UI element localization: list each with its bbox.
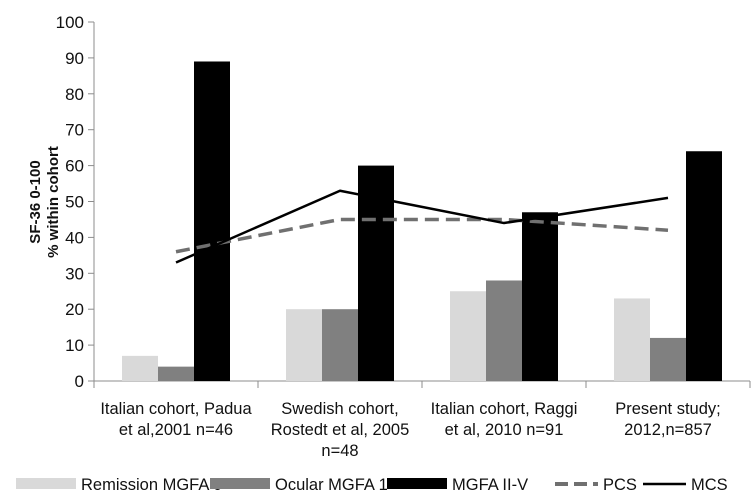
legend-label: MGFA II-V bbox=[452, 476, 528, 494]
bars bbox=[122, 61, 722, 382]
legend-swatch bbox=[210, 478, 270, 489]
category-label-line: et al,2001 n=46 bbox=[119, 421, 233, 439]
legend-label: Remission MGFA 0 bbox=[81, 476, 222, 494]
bar bbox=[650, 337, 686, 381]
y-tick-label: 80 bbox=[65, 85, 84, 104]
y-tick-label: 90 bbox=[65, 49, 84, 68]
bar bbox=[686, 151, 722, 381]
y-tick-label: 70 bbox=[65, 121, 84, 140]
y-tick-label: 40 bbox=[65, 228, 84, 247]
category-label-line: Italian cohort, Padua bbox=[100, 400, 252, 418]
legend-label: Ocular MGFA 1 bbox=[275, 476, 388, 494]
category-label-line: et al, 2010 n=91 bbox=[445, 421, 564, 439]
category-label: Italian cohort, Raggi et al, 2010 n=91 bbox=[431, 400, 578, 439]
bar bbox=[522, 212, 558, 381]
bar bbox=[450, 291, 486, 381]
bar bbox=[122, 355, 158, 381]
bar bbox=[286, 309, 322, 381]
series-line bbox=[175, 217, 669, 254]
y-axis: 0 10 20 30 40 50 60 70 80 90 100 bbox=[56, 13, 95, 391]
bar bbox=[194, 61, 230, 382]
category-label-line: 2012,n=857 bbox=[624, 421, 712, 439]
y-tick-label: 60 bbox=[65, 157, 84, 176]
bar bbox=[322, 309, 358, 381]
y-axis-label-line-2: % within cohort bbox=[45, 146, 62, 258]
x-labels: Italian cohort, Padua et al,2001 n=46 Swed… bbox=[100, 400, 720, 460]
bar bbox=[486, 280, 522, 381]
y-tick-label: 100 bbox=[56, 13, 84, 32]
y-tick-label: 30 bbox=[65, 264, 84, 283]
bar bbox=[358, 165, 394, 381]
series-line bbox=[175, 189, 669, 264]
category-label: Italian cohort, Padua et al,2001 n=46 bbox=[100, 400, 252, 439]
category-label: Present study; 2012,n=857 bbox=[615, 400, 720, 439]
legend-swatch bbox=[387, 478, 447, 489]
legend-label: PCS bbox=[603, 476, 637, 494]
category-label-line: n=48 bbox=[321, 442, 358, 460]
y-tick-label: 50 bbox=[65, 193, 84, 212]
lines bbox=[175, 189, 669, 264]
category-label-line: Italian cohort, Raggi bbox=[431, 400, 578, 418]
x-axis bbox=[93, 380, 751, 388]
category-label-line: Present study; bbox=[615, 400, 720, 418]
legend-label: MCS bbox=[691, 476, 728, 494]
category-label: Swedish cohort, Rostedt et al, 2005 n=48 bbox=[271, 400, 410, 460]
y-axis-title: SF-36 0-100 % within cohort bbox=[27, 146, 62, 258]
y-tick-label: 0 bbox=[75, 372, 84, 391]
y-axis-label-line-1: SF-36 0-100 bbox=[27, 160, 44, 243]
legend-swatch bbox=[16, 478, 76, 489]
bar bbox=[614, 298, 650, 381]
y-tick-label: 20 bbox=[65, 300, 84, 319]
legend: Remission MGFA 0 Ocular MGFA 1 MGFA II-V PC… bbox=[16, 476, 728, 494]
category-label-line: Rostedt et al, 2005 bbox=[271, 421, 410, 439]
y-tick-label: 10 bbox=[65, 336, 84, 355]
category-label-line: Swedish cohort, bbox=[281, 400, 398, 418]
bar bbox=[158, 366, 194, 381]
